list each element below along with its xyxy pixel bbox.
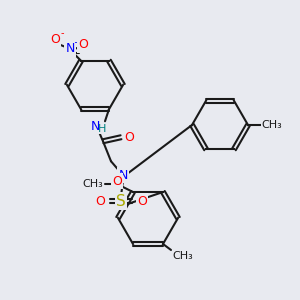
Text: O: O [112, 175, 122, 188]
Text: O: O [95, 195, 105, 208]
Text: +: + [73, 38, 81, 48]
Text: CH₃: CH₃ [82, 179, 103, 189]
Text: N: N [118, 169, 128, 182]
Text: S: S [116, 194, 126, 209]
Text: O: O [78, 38, 88, 51]
Text: N: N [90, 120, 100, 133]
Text: -: - [60, 28, 64, 38]
Text: O: O [137, 195, 147, 208]
Text: H: H [98, 124, 106, 134]
Text: O: O [50, 33, 60, 46]
Text: N: N [65, 42, 75, 55]
Text: O: O [124, 131, 134, 144]
Text: CH₃: CH₃ [262, 120, 282, 130]
Text: CH₃: CH₃ [172, 251, 194, 261]
